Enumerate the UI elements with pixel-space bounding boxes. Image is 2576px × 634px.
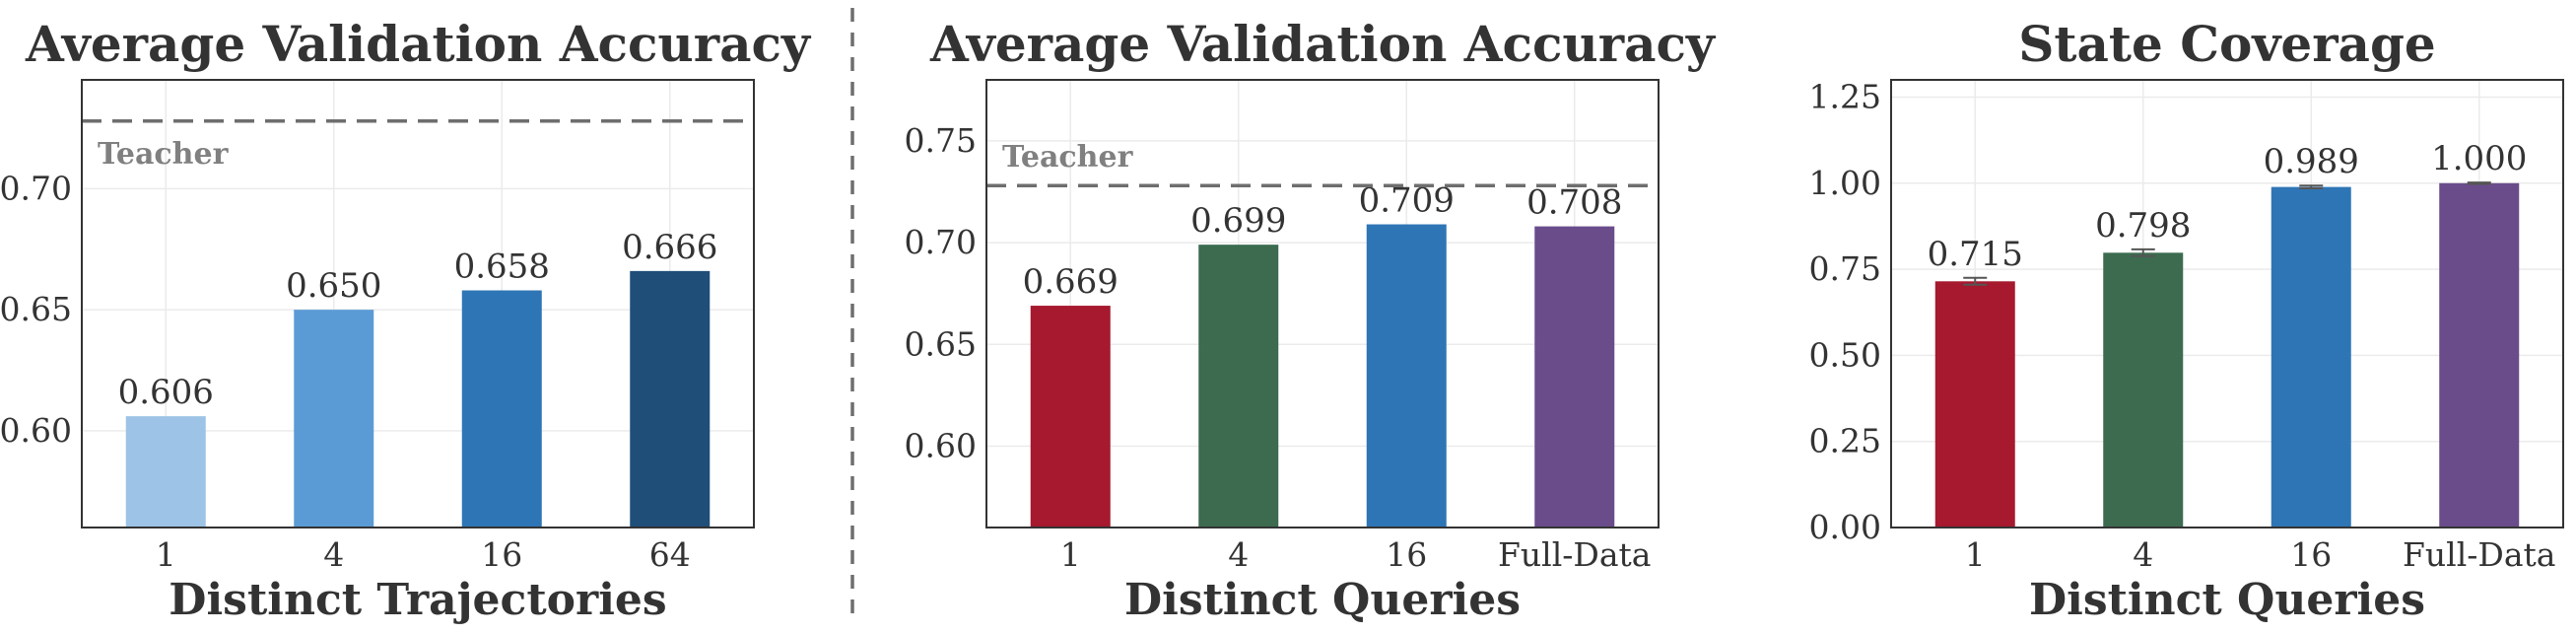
- panel-state-coverage: State Coverage Distinct Queries 0.715 0.7…: [1809, 15, 2564, 625]
- y-tick-label: 0.70: [0, 169, 72, 207]
- x-tick-label: Full-Data: [1498, 535, 1651, 574]
- chart-title: State Coverage: [2018, 15, 2435, 73]
- x-tick-label: 16: [1386, 535, 1427, 574]
- bar: [2103, 252, 2184, 528]
- data-label: 0.989: [2264, 142, 2359, 181]
- x-axis-label: Distinct Queries: [1124, 575, 1521, 625]
- x-tick-label: 16: [481, 535, 522, 574]
- data-label: 0.650: [286, 266, 381, 306]
- teacher-label: Teacher: [98, 137, 230, 172]
- y-tick-label: 0.50: [1809, 335, 1881, 374]
- teacher-label: Teacher: [1002, 140, 1134, 175]
- panel-trajectories: Average Validation Accuracy Distinct Tra…: [0, 15, 812, 625]
- x-tick-label: 4: [2133, 535, 2153, 574]
- bar: [125, 416, 206, 528]
- x-tick-label: Full-Data: [2403, 535, 2555, 574]
- data-label: 0.708: [1526, 183, 1622, 223]
- data-label: 0.709: [1359, 181, 1455, 221]
- data-label: 0.606: [118, 373, 214, 412]
- y-tick-label: 0.60: [905, 426, 977, 464]
- y-tick-label: 0.70: [905, 223, 977, 261]
- x-axis-label: Distinct Queries: [2029, 575, 2425, 625]
- x-tick-label: 1: [1060, 535, 1081, 574]
- y-tick-label: 1.25: [1809, 77, 1881, 115]
- y-tick-label: 1.00: [1809, 164, 1881, 202]
- chart-title: Average Validation Accuracy: [25, 15, 812, 73]
- y-tick-label: 0.60: [0, 411, 72, 450]
- bar: [630, 270, 711, 528]
- x-tick-label: 1: [156, 535, 176, 574]
- panel-queries-accuracy: Average Validation Accuracy Distinct Que…: [905, 15, 1717, 625]
- data-label: 0.666: [622, 228, 717, 267]
- x-tick-label: 4: [323, 535, 344, 574]
- data-label: 0.658: [454, 247, 550, 287]
- chart-title: Average Validation Accuracy: [929, 15, 1717, 73]
- y-tick-label: 0.00: [1809, 508, 1881, 546]
- bar: [2271, 186, 2351, 528]
- plot-frame: [81, 79, 755, 528]
- x-tick-label: 64: [649, 535, 691, 574]
- data-label: 0.798: [2095, 206, 2191, 246]
- bar: [461, 290, 542, 528]
- plot-frame: [985, 79, 1660, 528]
- data-label: 0.699: [1190, 201, 1286, 241]
- bar: [1934, 281, 2015, 528]
- y-tick-label: 0.65: [0, 290, 72, 328]
- bar: [294, 310, 374, 528]
- bar: [1534, 226, 1615, 528]
- x-axis-label: Distinct Trajectories: [169, 575, 666, 625]
- y-tick-label: 0.25: [1809, 422, 1881, 460]
- bar: [1030, 306, 1111, 528]
- data-label: 0.669: [1023, 262, 1119, 302]
- x-tick-label: 1: [1965, 535, 1986, 574]
- bar: [2439, 182, 2520, 528]
- bar: [1198, 245, 1279, 528]
- data-label: 1.000: [2431, 139, 2527, 178]
- y-tick-label: 0.75: [905, 121, 977, 160]
- plot-frame: [1890, 79, 2564, 528]
- x-tick-label: 16: [2290, 535, 2332, 574]
- data-label: 0.715: [1928, 235, 2023, 274]
- y-tick-label: 0.65: [905, 324, 977, 363]
- x-tick-label: 4: [1228, 535, 1249, 574]
- bar: [1366, 224, 1447, 528]
- y-tick-label: 0.75: [1809, 249, 1881, 288]
